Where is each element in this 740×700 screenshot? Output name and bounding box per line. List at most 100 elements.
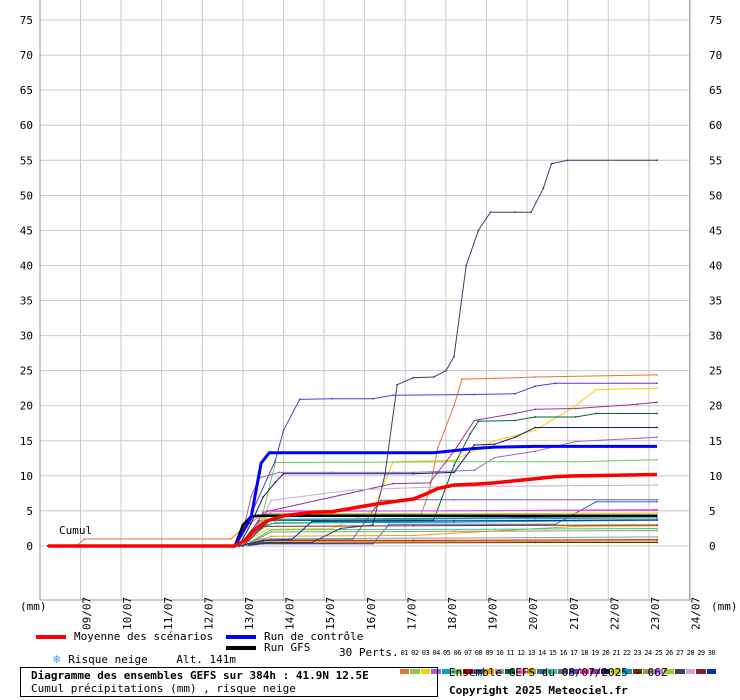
pert-swatch: [441, 669, 452, 674]
member-point: [465, 264, 468, 267]
member-point: [656, 458, 658, 461]
pert-swatch: [579, 669, 590, 674]
member-point: [514, 419, 516, 422]
control-series-line: [48, 444, 657, 548]
altitude-label: Alt. 141m: [176, 653, 236, 666]
member-point: [392, 482, 394, 485]
x-tick-label: 22/07: [608, 597, 621, 630]
main-series-group: [48, 444, 658, 548]
perturbation-color-strip: 01 02 03 04 05 06 07 08 09 10 11 12 13 14 15 16 17 18 19 20…: [399, 640, 717, 678]
x-tick-label: 12/07: [202, 597, 215, 630]
member-point: [262, 511, 265, 514]
pert-number: 30: [707, 649, 716, 657]
pert-swatch: [611, 669, 621, 674]
member-point: [274, 481, 277, 484]
y-tick-label-right: 5: [709, 505, 716, 518]
x-tick-label: 23/07: [649, 597, 662, 630]
member-point: [371, 397, 374, 400]
y-axis-left: 0 5 10 15 20 25 30 35 40 45 50 55 60 65 70 75: [20, 14, 33, 553]
member-point: [229, 538, 232, 540]
member-point: [469, 432, 472, 435]
member-point: [453, 471, 455, 474]
pert-swatch: [526, 669, 537, 674]
member-point: [493, 456, 496, 459]
member-point: [595, 388, 597, 391]
member-point: [380, 499, 382, 502]
legend-mean: Moyenne des scénarios: [36, 630, 213, 643]
pert-number: 22: [623, 649, 631, 657]
pert-number: 02: [411, 649, 419, 657]
y-tick-label-right: 35: [709, 295, 722, 308]
legend-control: Run de contrôle: [226, 630, 363, 643]
member-point: [298, 398, 301, 401]
y-tick-label-left: 75: [20, 14, 33, 27]
pert-swatch: [516, 669, 526, 674]
pert-swatch: [410, 669, 420, 674]
member-point: [534, 517, 537, 520]
pert-number: 18: [580, 649, 589, 657]
member-point: [83, 538, 86, 540]
x-tick-label: 16/07: [365, 597, 378, 630]
member-point: [656, 540, 658, 542]
legend-gfs-swatch: [226, 646, 256, 650]
legend-gfs-label: Run GFS: [264, 641, 311, 654]
member-point: [473, 444, 476, 446]
member-point: [574, 525, 577, 528]
member-point: [530, 211, 533, 214]
member-point: [392, 471, 394, 474]
pert-swatch: [621, 669, 632, 674]
ensemble-info: Ensemble GEFS du 08/07/2025 - 06Z: [449, 666, 668, 679]
pert-swatch: [632, 669, 643, 674]
member-point: [534, 416, 537, 418]
y-tick-label-right: 55: [709, 154, 722, 167]
member-point: [453, 464, 455, 467]
chart-grid: [39, 0, 691, 601]
member-point: [396, 383, 399, 386]
member-point: [493, 443, 496, 446]
member-point: [274, 521, 277, 524]
pert-number: 04: [432, 649, 440, 657]
y-tick-label-right: 10: [709, 470, 722, 483]
y-tick-label-right: 0: [709, 540, 716, 553]
y-tick-label-left: 30: [20, 330, 33, 343]
x-tick-label: 11/07: [162, 597, 175, 630]
member-point: [270, 499, 273, 502]
perts-label: 30 Perts.: [339, 646, 399, 659]
member-point: [514, 436, 516, 439]
member-point: [412, 539, 415, 542]
pert-swatch: [674, 669, 685, 674]
member-point: [331, 527, 334, 530]
legend-snow: ❄ Risque neige Alt. 141m: [53, 652, 236, 666]
perturbation-swatches: [399, 659, 717, 678]
y-tick-label-left: 45: [20, 224, 33, 237]
member-point: [574, 404, 577, 407]
member-point: [453, 355, 455, 358]
member-point: [656, 426, 658, 429]
x-tick-label: 09/07: [81, 597, 94, 630]
pert-number: 25: [654, 649, 663, 657]
member-point: [351, 488, 354, 491]
member-point: [453, 459, 455, 462]
member-point: [550, 162, 553, 165]
x-tick-label: 21/07: [568, 597, 581, 630]
pert-number: 06: [453, 649, 462, 657]
member-series-line-19: [48, 401, 658, 547]
pert-number: 15: [548, 649, 557, 657]
y-axis-right: 0 5 10 15 20 25 30 35 40 45 50 55 60 65 70 75: [709, 14, 722, 553]
member-point: [412, 524, 415, 527]
footer-subtitle: Cumul précipitations (mm) , risque neige: [31, 682, 296, 695]
member-point: [656, 387, 658, 390]
pert-swatch: [494, 669, 505, 674]
pert-swatch: [558, 669, 568, 674]
member-point: [656, 512, 658, 514]
member-point: [428, 481, 431, 484]
member-point: [534, 536, 537, 539]
legend-gfs: Run GFS: [226, 641, 310, 654]
member-point: [371, 542, 374, 545]
member-point: [554, 523, 557, 526]
pert-swatch: [537, 669, 547, 674]
member-point: [656, 541, 658, 544]
legend-control-label: Run de contrôle: [264, 630, 364, 643]
y-tick-label-left: 5: [26, 505, 33, 518]
pert-number: 03: [421, 649, 430, 657]
